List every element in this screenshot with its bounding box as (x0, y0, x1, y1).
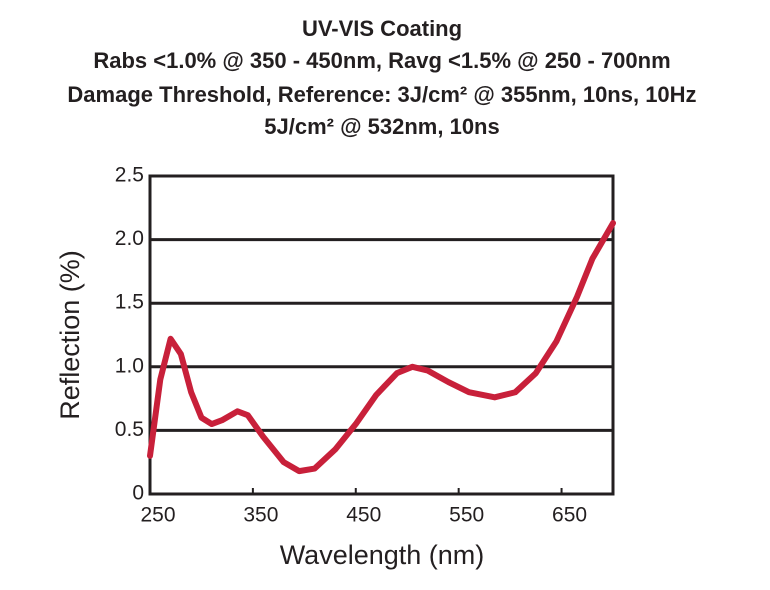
y-tick-label: 1.0 (115, 354, 144, 377)
chart-title: Damage Threshold, Reference: 3J/cm² @ 35… (67, 82, 696, 107)
x-tick-label: 350 (243, 504, 278, 527)
y-tick-label: 2.5 (115, 164, 144, 187)
y-axis-label: Reflection (%) (55, 250, 85, 420)
chart-title: UV-VIS Coating (302, 16, 462, 41)
x-tick-label: 650 (552, 504, 587, 527)
chart-title: Rabs <1.0% @ 350 - 450nm, Ravg <1.5% @ 2… (93, 48, 670, 73)
line-series (147, 220, 616, 475)
plot-frame (148, 174, 615, 496)
x-tick-label: 550 (449, 504, 484, 527)
chart-title: 5J/cm² @ 532nm, 10ns (264, 114, 499, 139)
y-tick-label: 0 (132, 482, 144, 505)
x-axis-label: Wavelength (nm) (280, 540, 485, 570)
x-tick-label: 250 (140, 504, 175, 527)
y-tick-label: 1.5 (115, 291, 144, 314)
y-tick-label: 2.0 (115, 227, 144, 250)
y-tick-label: 0.5 (115, 418, 144, 441)
x-tick-label: 450 (346, 504, 381, 527)
